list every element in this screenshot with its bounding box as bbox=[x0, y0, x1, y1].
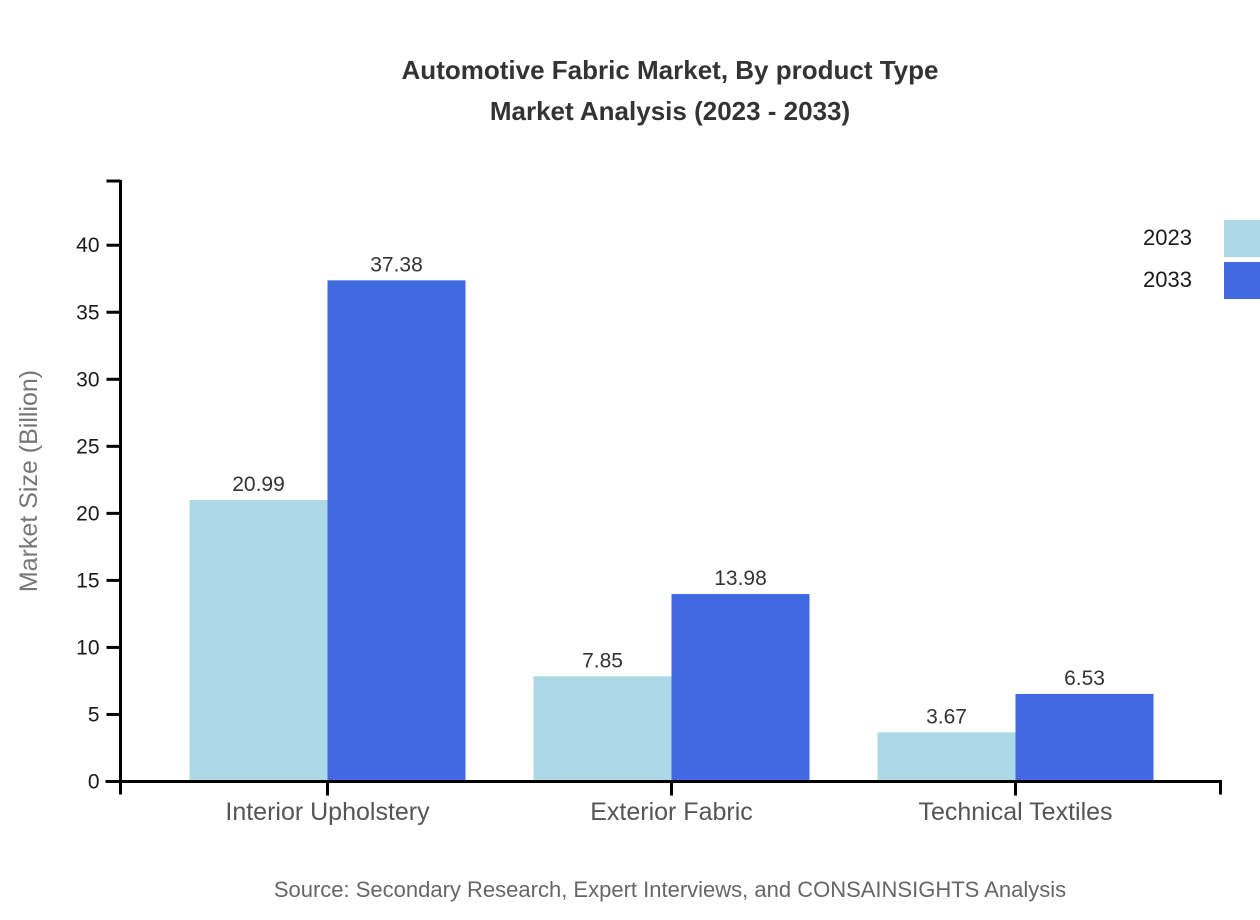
y-tick-label-15: 15 bbox=[76, 569, 99, 592]
chart-title: Automotive Fabric Market, By product Typ… bbox=[80, 50, 1260, 132]
chart-title-line1: Automotive Fabric Market, By product Typ… bbox=[401, 55, 939, 85]
value-label-2023-technical-textiles: 3.67 bbox=[926, 705, 967, 728]
chart-legend: 2023 2033 bbox=[1040, 219, 1260, 303]
y-tick-label-20: 20 bbox=[76, 502, 99, 525]
value-label-2033-exterior-fabric: 13.98 bbox=[714, 567, 767, 590]
y-tick-label-5: 5 bbox=[88, 703, 100, 726]
x-category-label-exterior-fabric: Exterior Fabric bbox=[590, 798, 753, 826]
x-category-label-technical-textiles: Technical Textiles bbox=[918, 798, 1112, 826]
source-note: Source: Secondary Research, Expert Inter… bbox=[273, 877, 1067, 902]
bar-2033-interior-upholstery bbox=[327, 280, 466, 781]
legend-label-2023: 2023 bbox=[1143, 225, 1192, 250]
y-axis-title: Market Size (Billion) bbox=[15, 370, 43, 592]
bar-2033-exterior-fabric bbox=[671, 594, 810, 781]
y-tick-label-25: 25 bbox=[76, 435, 99, 458]
chart-title-line2: Market Analysis (2023 - 2033) bbox=[489, 96, 851, 126]
value-label-2023-exterior-fabric: 7.85 bbox=[582, 649, 623, 672]
value-label-2033-technical-textiles: 6.53 bbox=[1064, 667, 1105, 690]
y-tick-label-35: 35 bbox=[76, 301, 99, 324]
legend-item-2023: 2023 bbox=[1040, 219, 1260, 257]
y-tick-label-40: 40 bbox=[76, 234, 99, 257]
legend-swatch-2033 bbox=[1224, 261, 1260, 299]
y-tick-label-30: 30 bbox=[76, 368, 99, 391]
bar-2023-interior-upholstery bbox=[189, 500, 328, 781]
legend-item-2033: 2033 bbox=[1040, 261, 1260, 299]
legend-label-2033: 2033 bbox=[1143, 267, 1192, 292]
value-label-2033-interior-upholstery: 37.38 bbox=[370, 253, 423, 276]
bar-2033-technical-textiles bbox=[1015, 693, 1154, 781]
y-tick-label-10: 10 bbox=[76, 636, 99, 659]
value-label-2023-interior-upholstery: 20.99 bbox=[232, 473, 285, 496]
x-category-label-interior-upholstery: Interior Upholstery bbox=[225, 798, 430, 826]
bar-2023-exterior-fabric bbox=[533, 676, 672, 781]
y-tick-label-0: 0 bbox=[88, 771, 100, 794]
legend-swatch-2023 bbox=[1224, 219, 1260, 257]
bar-2023-technical-textiles bbox=[877, 732, 1016, 781]
